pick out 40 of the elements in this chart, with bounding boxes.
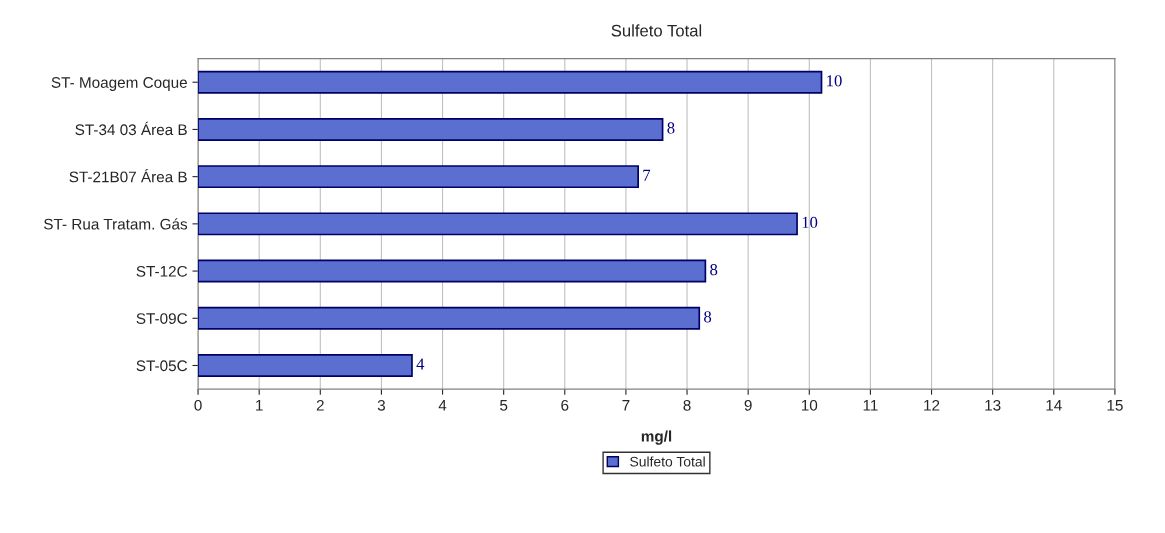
bar (198, 306, 701, 330)
x-tick-label: 15 (1107, 400, 1123, 411)
data-label: 10 (827, 75, 842, 87)
data-label: 10 (802, 216, 818, 229)
bar (198, 354, 413, 377)
x-tick-label: 11 (863, 400, 878, 411)
x-tick-label: 13 (985, 399, 1001, 411)
y-tick-label: ST- Moagem Coque (51, 77, 187, 91)
y-tick-label: ST-05C (136, 360, 188, 372)
chart-title: Sulfeto Total (611, 24, 702, 37)
x-tick-label: 7 (622, 400, 630, 411)
data-label: 8 (704, 311, 712, 323)
y-tick-label: ST-12C (136, 265, 188, 277)
data-label: 7 (643, 169, 651, 181)
bar (198, 212, 798, 236)
data-label: 4 (416, 358, 425, 370)
x-tick-label: 2 (316, 399, 324, 411)
y-tick-label: ST-09C (136, 313, 188, 324)
x-tick-label: 5 (500, 400, 508, 411)
x-tick-label: 8 (683, 399, 691, 411)
x-tick-label: 4 (438, 400, 447, 411)
bar (198, 70, 823, 94)
x-tick-label: 14 (1046, 400, 1062, 411)
bar (198, 259, 707, 283)
data-label: 8 (710, 263, 718, 276)
x-tick-label: 0 (194, 399, 202, 411)
data-label: 8 (667, 122, 675, 134)
bar (198, 165, 639, 189)
x-tick-label: 6 (561, 399, 569, 411)
x-tick-label: 12 (924, 399, 940, 411)
y-tick-label: ST-21B07 Área B (69, 168, 187, 183)
x-tick-label: 1 (256, 400, 263, 411)
x-tick-label: 10 (801, 399, 818, 411)
bar (198, 117, 664, 141)
x-axis-title: mg/l (641, 430, 672, 445)
y-tick-label: ST- Rua Tratam. Gás (44, 218, 188, 230)
x-tick-label: 9 (744, 399, 752, 411)
legend-label: Sulfeto Total (630, 456, 705, 467)
y-tick-label: ST-34 03 Área B (75, 121, 187, 136)
x-tick-label: 3 (377, 399, 385, 411)
